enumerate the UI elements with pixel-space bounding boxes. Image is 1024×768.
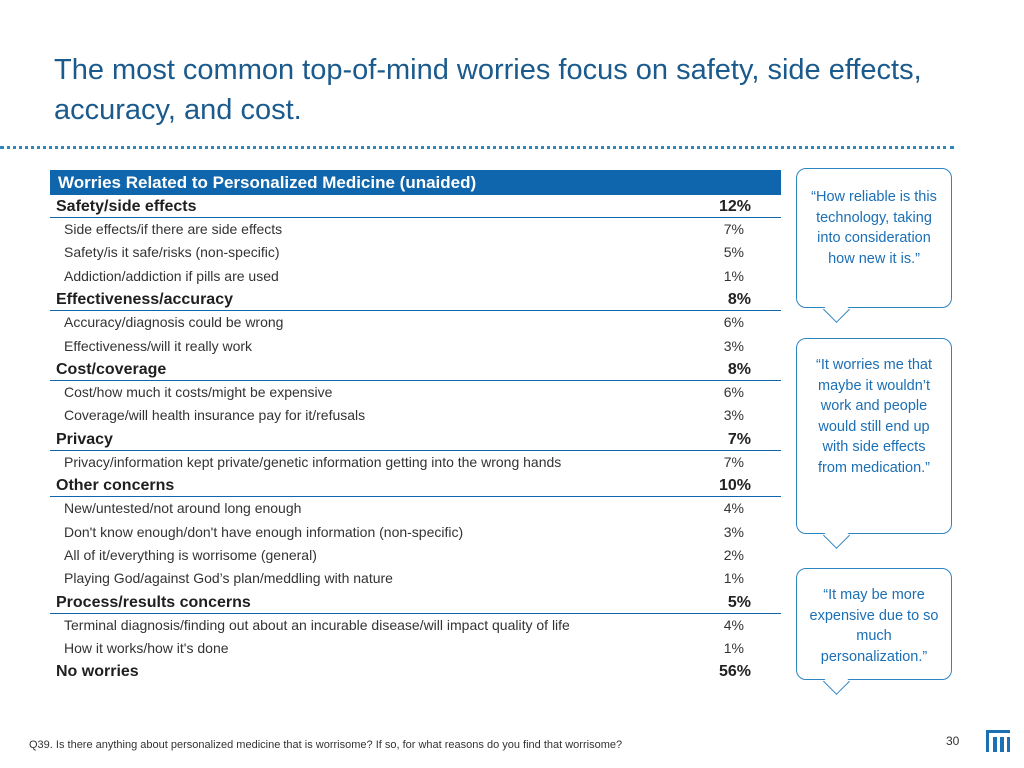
row-label: Cost/coverage — [56, 360, 167, 378]
row-label: Terminal diagnosis/finding out about an … — [64, 616, 570, 633]
speech-tail — [823, 296, 850, 323]
subcategory-row: New/untested/not around long enough 4% — [50, 497, 781, 520]
quote-text: “It may be more expensive due to so much… — [809, 587, 939, 665]
row-label: New/untested/not around long enough — [64, 500, 302, 517]
category-row: Cost/coverage 8% — [50, 358, 781, 381]
row-percent: 6% — [723, 314, 744, 331]
row-percent: 10% — [718, 477, 751, 495]
subcategory-row: Coverage/will health insurance pay for i… — [50, 404, 781, 427]
row-label: Cost/how much it costs/might be expensiv… — [64, 383, 333, 400]
category-row: Privacy 7% — [50, 428, 781, 451]
speech-tail — [823, 668, 850, 695]
row-percent: 12% — [718, 198, 751, 215]
row-label: Side effects/if there are side effects — [64, 221, 283, 237]
subcategory-row: Playing God/against God’s plan/meddling … — [50, 567, 781, 590]
row-label: No worries — [56, 663, 139, 681]
subcategory-row: Accuracy/diagnosis could be wrong 6% — [50, 311, 781, 334]
row-label: Safety/is it safe/risks (non-specific) — [64, 244, 280, 261]
row-percent: 56% — [718, 663, 751, 681]
subcategory-row: Safety/is it safe/risks (non-specific) 5% — [50, 241, 781, 264]
company-logo-icon — [986, 730, 1010, 752]
table-header: Worries Related to Personalized Medicine… — [50, 170, 781, 195]
quote-bubble-2: “It worries me that maybe it wouldn’t wo… — [796, 338, 952, 549]
category-row: Other concerns 10% — [50, 474, 781, 498]
subcategory-row: Don't know enough/don't have enough info… — [50, 521, 781, 544]
quote-text: “How reliable is this technology, taking… — [811, 189, 937, 267]
row-percent: 4% — [723, 616, 744, 633]
row-percent: 8% — [727, 360, 751, 378]
subcategory-row: Side effects/if there are side effects 7% — [50, 218, 781, 241]
subcategory-row: Terminal diagnosis/finding out about an … — [50, 614, 781, 637]
row-percent: 7% — [723, 453, 744, 470]
row-percent: 3% — [723, 337, 744, 354]
subcategory-row: Privacy/information kept private/genetic… — [50, 451, 781, 474]
category-row: Effectiveness/accuracy 8% — [50, 288, 781, 312]
row-label: Process/results concerns — [56, 593, 251, 611]
row-percent: 1% — [723, 570, 744, 587]
row-label: Safety/side effects — [56, 198, 197, 215]
quote-text: “It worries me that maybe it wouldn’t wo… — [815, 357, 933, 476]
row-percent: 6% — [723, 383, 744, 400]
row-percent: 4% — [723, 500, 744, 517]
row-label: Privacy/information kept private/genetic… — [64, 453, 562, 470]
row-percent: 8% — [727, 291, 751, 309]
row-percent: 7% — [723, 221, 744, 237]
table-body: Safety/side effects 12% Side effects/if th… — [50, 195, 781, 682]
footnote: Q39. Is there anything about personalize… — [29, 739, 623, 751]
speech-tail — [823, 522, 850, 549]
row-label: All of it/everything is worrisome (gener… — [64, 546, 317, 563]
row-percent: 5% — [727, 593, 751, 611]
row-label: Addiction/addiction if pills are used — [64, 267, 279, 284]
row-percent: 1% — [723, 640, 744, 657]
dotted-divider — [0, 146, 954, 149]
subcategory-row: Cost/how much it costs/might be expensiv… — [50, 381, 781, 404]
row-label: Coverage/will health insurance pay for i… — [64, 407, 366, 424]
page-title: The most common top-of-mind worries focu… — [54, 54, 922, 126]
row-percent: 3% — [723, 407, 744, 424]
quote-bubble-3: “It may be more expensive due to so much… — [796, 568, 952, 695]
row-percent: 7% — [727, 430, 751, 448]
row-label: Effectiveness/will it really work — [64, 337, 253, 354]
row-percent: 3% — [723, 523, 744, 540]
category-row: Safety/side effects 12% — [50, 195, 781, 218]
row-percent: 1% — [723, 267, 744, 284]
subcategory-row: All of it/everything is worrisome (gener… — [50, 544, 781, 567]
subcategory-row: Addiction/addiction if pills are used 1% — [50, 265, 781, 288]
row-label: Privacy — [56, 430, 113, 448]
row-label: Other concerns — [56, 477, 175, 495]
page-number: 30 — [946, 734, 960, 748]
quote-bubble-1: “How reliable is this technology, taking… — [796, 168, 952, 323]
row-percent: 2% — [723, 546, 744, 563]
row-label: Effectiveness/accuracy — [56, 291, 233, 309]
row-label: Playing God/against God’s plan/meddling … — [64, 570, 393, 587]
row-label: How it works/how it's done — [64, 640, 229, 657]
category-row: Process/results concerns 5% — [50, 591, 781, 614]
worries-table: Worries Related to Personalized Medicine… — [50, 170, 781, 682]
category-row: No worries 56% — [50, 660, 781, 682]
row-label: Don't know enough/don't have enough info… — [64, 523, 464, 540]
row-percent: 5% — [723, 244, 744, 261]
subcategory-row: How it works/how it's done 1% — [50, 637, 781, 660]
row-label: Accuracy/diagnosis could be wrong — [64, 314, 284, 331]
subcategory-row: Effectiveness/will it really work 3% — [50, 335, 781, 358]
